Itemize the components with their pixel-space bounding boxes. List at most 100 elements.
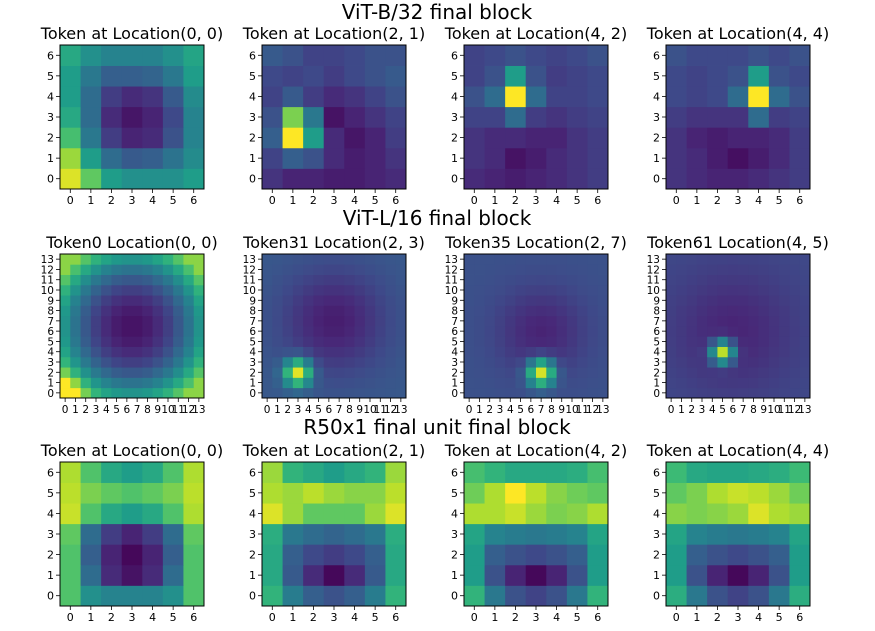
heatmap-cell	[121, 65, 143, 87]
heatmap-cell	[505, 106, 527, 128]
heatmap-cell	[292, 336, 304, 347]
heatmap-cell	[707, 305, 718, 317]
heatmap-cell	[484, 86, 506, 108]
heatmap-cell	[666, 523, 687, 545]
y-tick-label: 6	[451, 49, 458, 62]
heatmap-cell	[375, 326, 386, 337]
heatmap-cell	[768, 356, 780, 368]
y-tick-label: 10	[445, 285, 458, 297]
heatmap-cell	[90, 367, 102, 378]
heatmap-cell	[727, 284, 739, 296]
y-tick-label: 5	[451, 70, 458, 83]
y-tick-label: 4	[653, 90, 660, 103]
heatmap-cell	[385, 387, 397, 399]
heatmap-cell	[666, 86, 687, 108]
heatmap-cell	[748, 377, 759, 389]
heatmap-cell	[292, 284, 304, 296]
heatmap-cell	[323, 585, 345, 607]
y-tick-label: 3	[653, 357, 660, 369]
heatmap-cell	[303, 503, 325, 525]
heatmap-cell	[484, 106, 506, 128]
heatmap-cell	[344, 254, 355, 265]
heatmap-cell	[717, 284, 729, 296]
y-tick-label: 13	[243, 254, 256, 266]
heatmap-cell	[313, 346, 325, 358]
heatmap-cell	[344, 482, 366, 504]
heatmap-cell	[566, 45, 588, 66]
heatmap-cell	[272, 315, 283, 327]
heatmap-cell	[536, 387, 547, 399]
heatmap-cell	[272, 377, 283, 389]
x-tick-label: 8	[144, 404, 151, 416]
heatmap-cell	[525, 387, 537, 399]
heatmap-cell	[121, 544, 143, 566]
x-tick-label: 4	[149, 194, 156, 207]
heatmap-cell	[385, 336, 397, 347]
heatmap-cell	[748, 264, 759, 275]
y-tick-label: 6	[653, 326, 660, 338]
heatmap-cell	[505, 295, 516, 306]
x-tick-label: 0	[466, 404, 473, 416]
y-tick-label: 0	[249, 388, 256, 400]
heatmap-cell	[395, 284, 407, 296]
heatmap-cell	[525, 482, 547, 504]
heatmap-cell	[90, 315, 102, 327]
heatmap-cell	[484, 544, 506, 566]
y-tick-label: 4	[47, 507, 54, 520]
y-tick-label: 0	[451, 173, 458, 186]
heatmap-cell	[80, 462, 102, 483]
heatmap-cell	[515, 336, 527, 347]
heatmap-cell	[385, 503, 407, 525]
heatmap-cell	[60, 295, 71, 306]
x-tick-label: 2	[310, 194, 317, 207]
heatmap-cell	[484, 326, 496, 337]
heatmap-cell	[556, 356, 568, 368]
heatmap-cell	[676, 356, 687, 368]
heatmap-cell	[536, 377, 547, 389]
heatmap-cell	[768, 462, 790, 483]
heatmap-cell	[779, 367, 790, 378]
heatmap-cell	[727, 305, 739, 317]
heatmap-cell	[748, 305, 759, 317]
x-tick-label: 13	[596, 404, 609, 416]
x-tick-label: 4	[305, 404, 312, 416]
heatmap-cell	[768, 387, 780, 399]
y-tick-label: 6	[451, 326, 458, 338]
heatmap-cell	[70, 264, 81, 275]
heatmap-cell	[494, 346, 506, 358]
y-tick-label: 3	[249, 357, 256, 369]
heatmap-cell	[334, 315, 345, 327]
heatmap-cell	[556, 336, 568, 347]
x-tick-label: 6	[392, 194, 399, 207]
heatmap-cell	[577, 284, 588, 296]
heatmap-cell	[727, 326, 739, 337]
heatmap-cell	[364, 523, 386, 545]
heatmap-cell	[577, 346, 588, 358]
heatmap-cell	[566, 356, 578, 368]
heatmap-cell	[262, 356, 273, 368]
heatmap-cell	[686, 585, 708, 607]
heatmap-cell	[505, 503, 527, 525]
heatmap-cell	[686, 127, 708, 149]
heatmap-cell	[799, 305, 811, 317]
x-tick-label: 10	[565, 404, 578, 416]
heatmap-cell	[748, 503, 770, 525]
heatmap-cell	[90, 377, 102, 389]
heatmap-cell	[303, 86, 325, 108]
heatmap-cell	[121, 585, 143, 607]
heatmap-cell	[748, 254, 759, 265]
heatmap-cell	[344, 315, 355, 327]
panel-title: Token35 Location(2, 7)	[444, 233, 627, 252]
heatmap-cell	[323, 346, 335, 358]
heatmap-cell	[515, 274, 527, 286]
heatmap-cell	[334, 346, 345, 358]
heatmap-cell	[262, 544, 283, 566]
heatmap-cell	[597, 346, 609, 358]
heatmap-cell	[183, 86, 205, 108]
heatmap-cell	[768, 544, 790, 566]
x-tick-label: 9	[558, 404, 565, 416]
heatmap-cell	[464, 254, 475, 265]
heatmap-cell	[323, 264, 335, 275]
heatmap-cell	[313, 315, 325, 327]
heatmap-cell	[385, 482, 407, 504]
